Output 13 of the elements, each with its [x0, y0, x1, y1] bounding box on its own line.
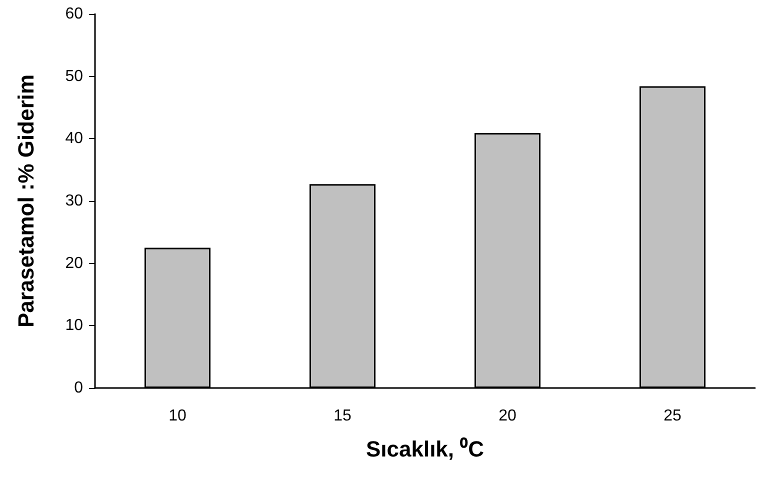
x-tick-label: 25	[664, 408, 682, 424]
y-tick-label: 10	[65, 317, 84, 334]
y-tick-label: 20	[65, 254, 84, 272]
x-axis-title: Sıcaklık, ⁰C	[366, 436, 484, 462]
y-tick-label: 40	[65, 130, 84, 148]
x-tick-label: 20	[498, 408, 516, 424]
y-tick-label: 30	[65, 192, 84, 210]
x-tick-label: 15	[334, 408, 352, 424]
y-tick-label: 0	[74, 380, 84, 396]
x-tick-label: 10	[168, 408, 186, 424]
y-axis-title: Parasetamol :% Giderim	[14, 74, 38, 328]
y-tick-label: 50	[65, 68, 84, 85]
y-tick-label: 60	[65, 6, 84, 22]
